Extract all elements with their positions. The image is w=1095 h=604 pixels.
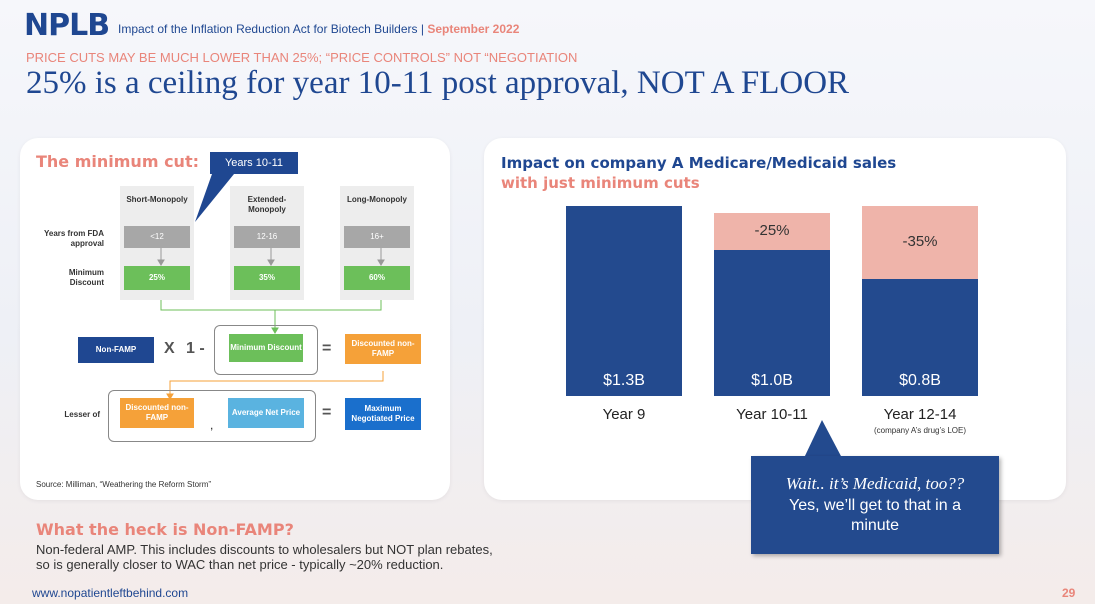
discount-cell: 25% [124, 266, 190, 290]
column-title: Long-Monopoly [347, 195, 407, 204]
discount-bracket [214, 325, 318, 375]
column-title: Extended-Monopoly [247, 195, 287, 214]
diagram-connectors [157, 248, 385, 400]
maximum-negotiated-price-box: Maximum Negotiated Price [345, 398, 421, 430]
bar-cut-segment: -35% [862, 206, 978, 280]
years-cell: <12 [124, 226, 190, 248]
average-net-price-box: Average Net Price [228, 398, 304, 428]
wait-line-2: Yes, we’ll get to that in a minute [789, 497, 961, 534]
bar-remaining-sales [566, 206, 682, 396]
deck-header: Impact of the Inflation Reduction Act fo… [118, 22, 519, 36]
one-minus-operator: 1 - [186, 340, 205, 357]
famp-line-2: so is generally closer to WAC than net p… [36, 557, 444, 572]
bar-remaining-sales [714, 249, 830, 396]
slide-title: 25% is a ceiling for year 10-11 post app… [26, 65, 850, 101]
slide-kicker: PRICE CUTS MAY BE MUCH LOWER THAN 25%; “… [26, 50, 578, 65]
equals-operator: = [322, 340, 332, 357]
years-cell: 16+ [344, 226, 410, 248]
cut-label: -25% [754, 221, 790, 239]
callout-pointer [195, 174, 234, 222]
medicaid-note-box: Wait.. it’s Medicaid, too?? Yes, we’ll g… [751, 456, 999, 554]
chart-heading: Impact on company A Medicare/Medicaid sa… [501, 154, 897, 172]
cut-label: -35% [902, 232, 938, 250]
deck-title: Impact of the Inflation Reduction Act fo… [118, 22, 418, 36]
minimum-discount-box: Minimum Discount [229, 334, 303, 362]
comma: , [210, 418, 214, 432]
wait-line-1: Wait.. it’s Medicaid, too?? [785, 474, 965, 493]
bar-value-label: $0.8B [899, 372, 941, 389]
discount-cell: 35% [234, 266, 300, 290]
footer-url[interactable]: www.nopatientleftbehind.com [32, 586, 189, 600]
bar-remaining-sales [862, 279, 978, 396]
lesser-of-label: Lesser of [64, 410, 100, 419]
lesser-of-bracket [108, 390, 316, 442]
years-10-11-callout: Years 10-11 [210, 152, 298, 174]
x-axis-label: Year 12-14 [883, 406, 957, 423]
non-famp-box: Non-FAMP [78, 337, 154, 363]
source-note: Source: Milliman, “Weathering the Reform… [36, 480, 212, 489]
header-separator: | [420, 22, 424, 36]
minimum-cut-heading: The minimum cut: [36, 152, 199, 171]
x-axis-note: (company A’s drug’s LOE) [873, 426, 967, 435]
discounted-non-famp-box: Discounted non-FAMP [120, 398, 194, 428]
famp-line-1: Non-federal AMP. This includes discounts… [36, 542, 493, 557]
bar-value-label: $1.0B [751, 372, 793, 389]
bar-cut-segment: -25% [714, 213, 830, 250]
deck-date: September 2022 [427, 22, 520, 36]
row-label-years: Years from FDA approval [43, 229, 104, 248]
x-axis-label: Year 9 [602, 406, 646, 423]
chart-subheading: with just minimum cuts [501, 174, 700, 192]
times-operator: X [164, 340, 175, 357]
famp-heading: What the heck is Non-FAMP? [36, 520, 294, 539]
x-axis-label: Year 10-11 [736, 406, 808, 423]
discount-cell: 60% [344, 266, 410, 290]
bar-value-label: $1.3B [603, 372, 645, 389]
equals-operator: = [322, 404, 332, 421]
column-title: Short-Monopoly [126, 195, 188, 204]
years-cell: 12-16 [234, 226, 300, 248]
row-label-discount: Minimum Discount [68, 268, 104, 287]
wait-box-pointer [804, 420, 842, 458]
discounted-non-famp-result: Discounted non-FAMP [345, 334, 421, 364]
page-number: 29 [1062, 586, 1076, 600]
nplb-logo: NPLB [24, 8, 110, 43]
